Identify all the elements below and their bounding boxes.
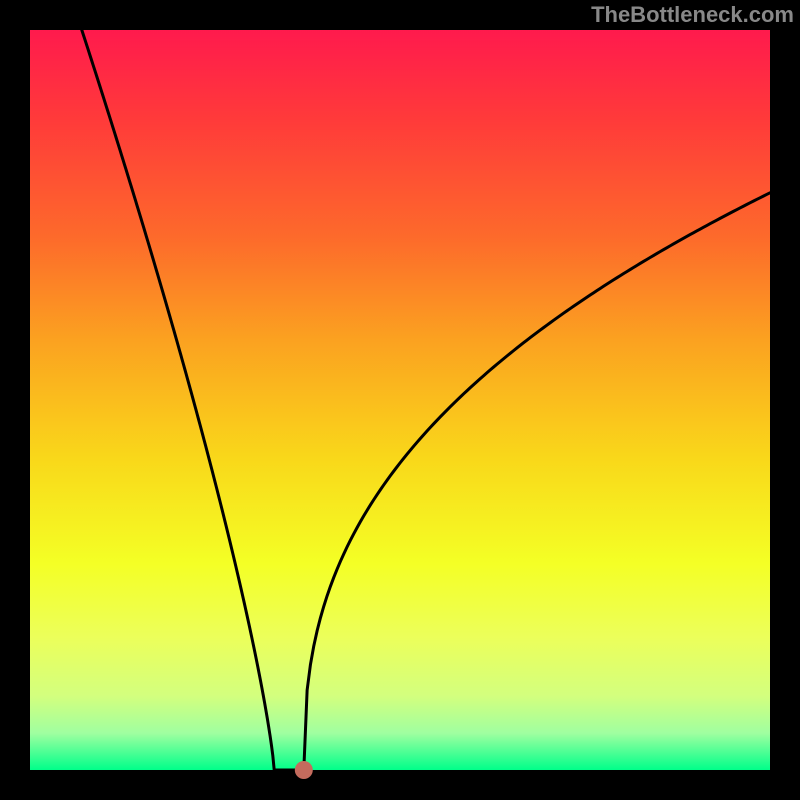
bottleneck-curve-chart (0, 0, 800, 800)
chart-container: TheBottleneck.com (0, 0, 800, 800)
min-point-marker (295, 761, 313, 779)
watermark-text: TheBottleneck.com (591, 2, 794, 28)
plot-background (30, 30, 770, 770)
